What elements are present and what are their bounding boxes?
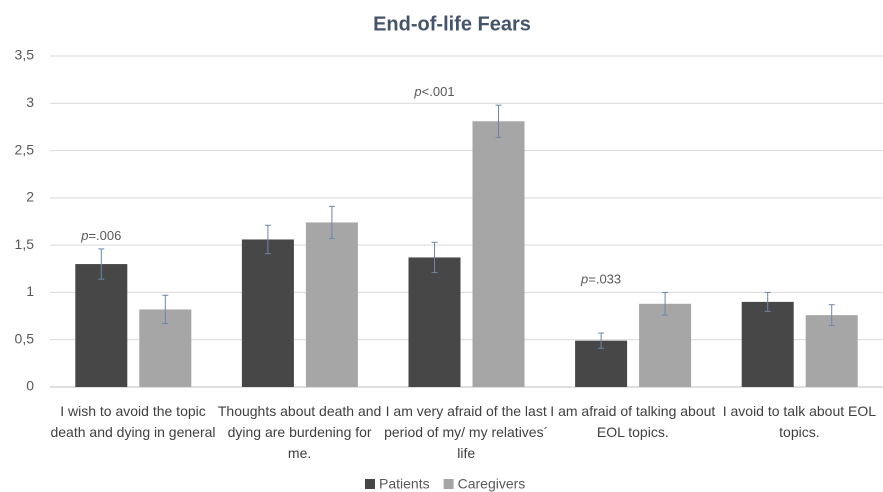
error-bar: [328, 205, 335, 240]
y-tick-label: 3,5: [15, 47, 35, 63]
x-tick-label: I am very afraid of the last period of m…: [384, 403, 549, 461]
annotation: p=.006: [80, 228, 121, 243]
error-bar: [431, 241, 438, 274]
legend-label: Caregivers: [458, 476, 526, 492]
legend-swatch: [365, 479, 375, 489]
error-bar: [598, 332, 605, 349]
legend-swatch: [443, 479, 454, 489]
bar: [408, 257, 461, 387]
x-tick-label: I wish to avoid the topic death and dyin…: [50, 403, 216, 440]
error-bar: [98, 248, 105, 280]
error-bar: [495, 104, 502, 138]
error-bar: [764, 291, 771, 312]
x-tick-label: Thoughts about death and dying are burde…: [217, 403, 382, 461]
chart-title: End-of-life Fears: [373, 13, 531, 35]
error-bar: [264, 224, 271, 255]
error-bar: [662, 291, 669, 316]
bar: [305, 222, 358, 387]
x-tick-label: I avoid to talk about EOL topics.: [722, 403, 877, 440]
y-tick-label: 2: [26, 189, 34, 205]
legend-label: Patients: [379, 476, 430, 492]
bar: [639, 303, 692, 387]
bar: [472, 121, 525, 388]
bar: [741, 301, 794, 387]
x-tick-label: I am afraid of talking about EOL topics.: [550, 403, 716, 440]
error-bar: [828, 304, 835, 327]
error-bar: [162, 294, 169, 325]
y-tick-label: 1: [26, 283, 34, 299]
y-tick-label: 2,5: [15, 141, 35, 157]
bar: [75, 264, 128, 387]
bar: [241, 239, 294, 387]
bar: [805, 315, 858, 387]
y-tick-label: 1,5: [15, 236, 35, 252]
y-tick-label: 3: [26, 94, 34, 110]
annotation: p<.001: [413, 85, 454, 100]
annotation: p=.033: [580, 272, 621, 287]
y-tick-label: 0: [26, 378, 34, 394]
y-tick-label: 0,5: [15, 330, 35, 346]
